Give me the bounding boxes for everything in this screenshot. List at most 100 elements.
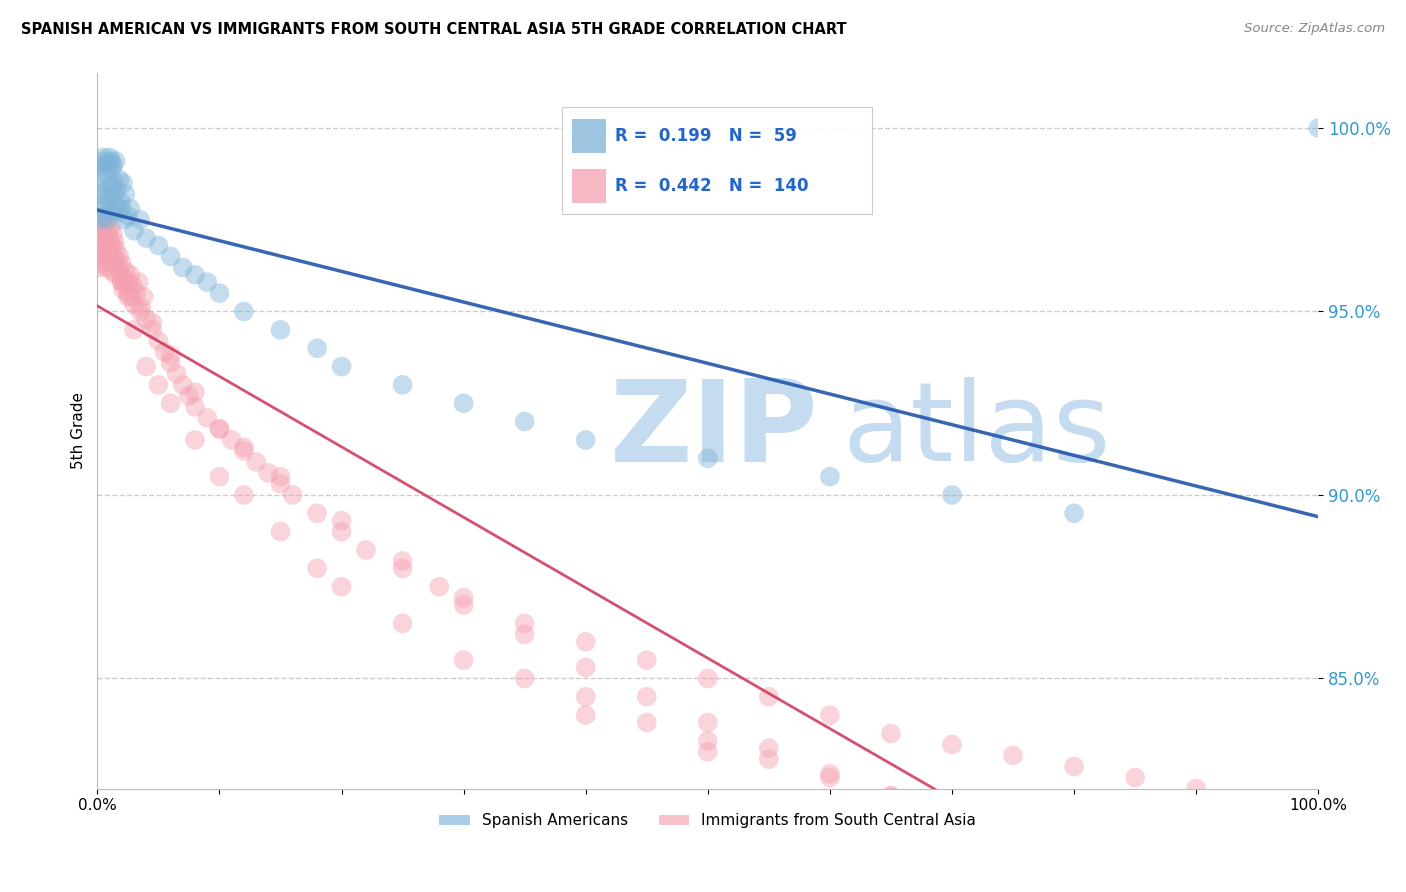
Point	[96, 260, 118, 275]
Point	[172, 260, 194, 275]
Point	[696, 672, 718, 686]
Point	[122, 323, 145, 337]
Point	[100, 242, 122, 256]
Point	[818, 469, 841, 483]
Point	[148, 238, 170, 252]
Point	[758, 741, 780, 756]
Point	[1308, 121, 1330, 136]
Point	[93, 220, 115, 235]
Point	[118, 275, 141, 289]
Point	[453, 591, 475, 605]
Point	[330, 514, 353, 528]
Point	[148, 334, 170, 348]
Point	[135, 231, 157, 245]
Text: R =  0.442   N =  140: R = 0.442 N = 140	[614, 178, 808, 195]
Text: Source: ZipAtlas.com: Source: ZipAtlas.com	[1244, 22, 1385, 36]
Point	[1002, 829, 1025, 843]
Point	[93, 209, 115, 223]
Point	[131, 301, 153, 315]
Point	[103, 227, 125, 242]
Point	[117, 290, 139, 304]
Point	[135, 311, 157, 326]
Point	[1185, 781, 1208, 796]
Point	[880, 789, 903, 803]
Point	[513, 627, 536, 641]
Point	[125, 286, 148, 301]
Point	[94, 216, 117, 230]
Point	[636, 715, 658, 730]
Point	[91, 154, 114, 169]
Point	[103, 250, 125, 264]
Point	[91, 257, 114, 271]
Point	[93, 227, 115, 242]
Point	[696, 734, 718, 748]
Point	[232, 304, 254, 318]
Point	[941, 738, 963, 752]
Point	[121, 290, 143, 304]
Point	[97, 224, 120, 238]
Point	[307, 506, 329, 520]
Text: SPANISH AMERICAN VS IMMIGRANTS FROM SOUTH CENTRAL ASIA 5TH GRADE CORRELATION CHA: SPANISH AMERICAN VS IMMIGRANTS FROM SOUT…	[21, 22, 846, 37]
Point	[880, 726, 903, 740]
Point	[453, 653, 475, 667]
Point	[257, 466, 280, 480]
Point	[94, 198, 117, 212]
Point	[100, 179, 122, 194]
Point	[98, 202, 121, 216]
Point	[941, 800, 963, 814]
Point	[120, 202, 142, 216]
Point	[111, 275, 134, 289]
Point	[93, 150, 115, 164]
Point	[818, 767, 841, 781]
Point	[87, 212, 110, 227]
Point	[114, 187, 136, 202]
Point	[132, 290, 155, 304]
Point	[87, 250, 110, 264]
Point	[107, 205, 129, 219]
Point	[513, 616, 536, 631]
Point	[575, 708, 598, 723]
Point	[100, 220, 122, 235]
Point	[105, 183, 128, 197]
Point	[89, 260, 111, 275]
Point	[184, 268, 207, 282]
Point	[696, 715, 718, 730]
Point	[159, 396, 181, 410]
Point	[232, 488, 254, 502]
Point	[1063, 506, 1085, 520]
Point	[208, 286, 231, 301]
Point	[208, 469, 231, 483]
Point	[91, 231, 114, 245]
Point	[117, 286, 139, 301]
Point	[696, 745, 718, 759]
Point	[103, 158, 125, 172]
Point	[453, 396, 475, 410]
Point	[110, 268, 132, 282]
Point	[184, 400, 207, 414]
Point	[104, 268, 127, 282]
Point	[101, 264, 124, 278]
Point	[141, 323, 163, 337]
Point	[269, 469, 291, 483]
Text: atlas: atlas	[842, 377, 1111, 484]
FancyBboxPatch shape	[572, 169, 606, 203]
Point	[159, 250, 181, 264]
Point	[103, 176, 125, 190]
Point	[1002, 818, 1025, 832]
Point	[101, 161, 124, 176]
Point	[575, 660, 598, 674]
Point	[159, 349, 181, 363]
Point	[103, 235, 125, 249]
Point	[330, 580, 353, 594]
Text: R =  0.199   N =  59: R = 0.199 N = 59	[614, 127, 797, 145]
Point	[1123, 866, 1146, 880]
Point	[94, 238, 117, 252]
Legend: Spanish Americans, Immigrants from South Central Asia: Spanish Americans, Immigrants from South…	[433, 807, 983, 835]
Point	[184, 385, 207, 400]
Point	[1063, 837, 1085, 851]
Point	[269, 524, 291, 539]
Point	[941, 811, 963, 825]
Point	[758, 690, 780, 704]
Point	[148, 377, 170, 392]
Point	[120, 268, 142, 282]
